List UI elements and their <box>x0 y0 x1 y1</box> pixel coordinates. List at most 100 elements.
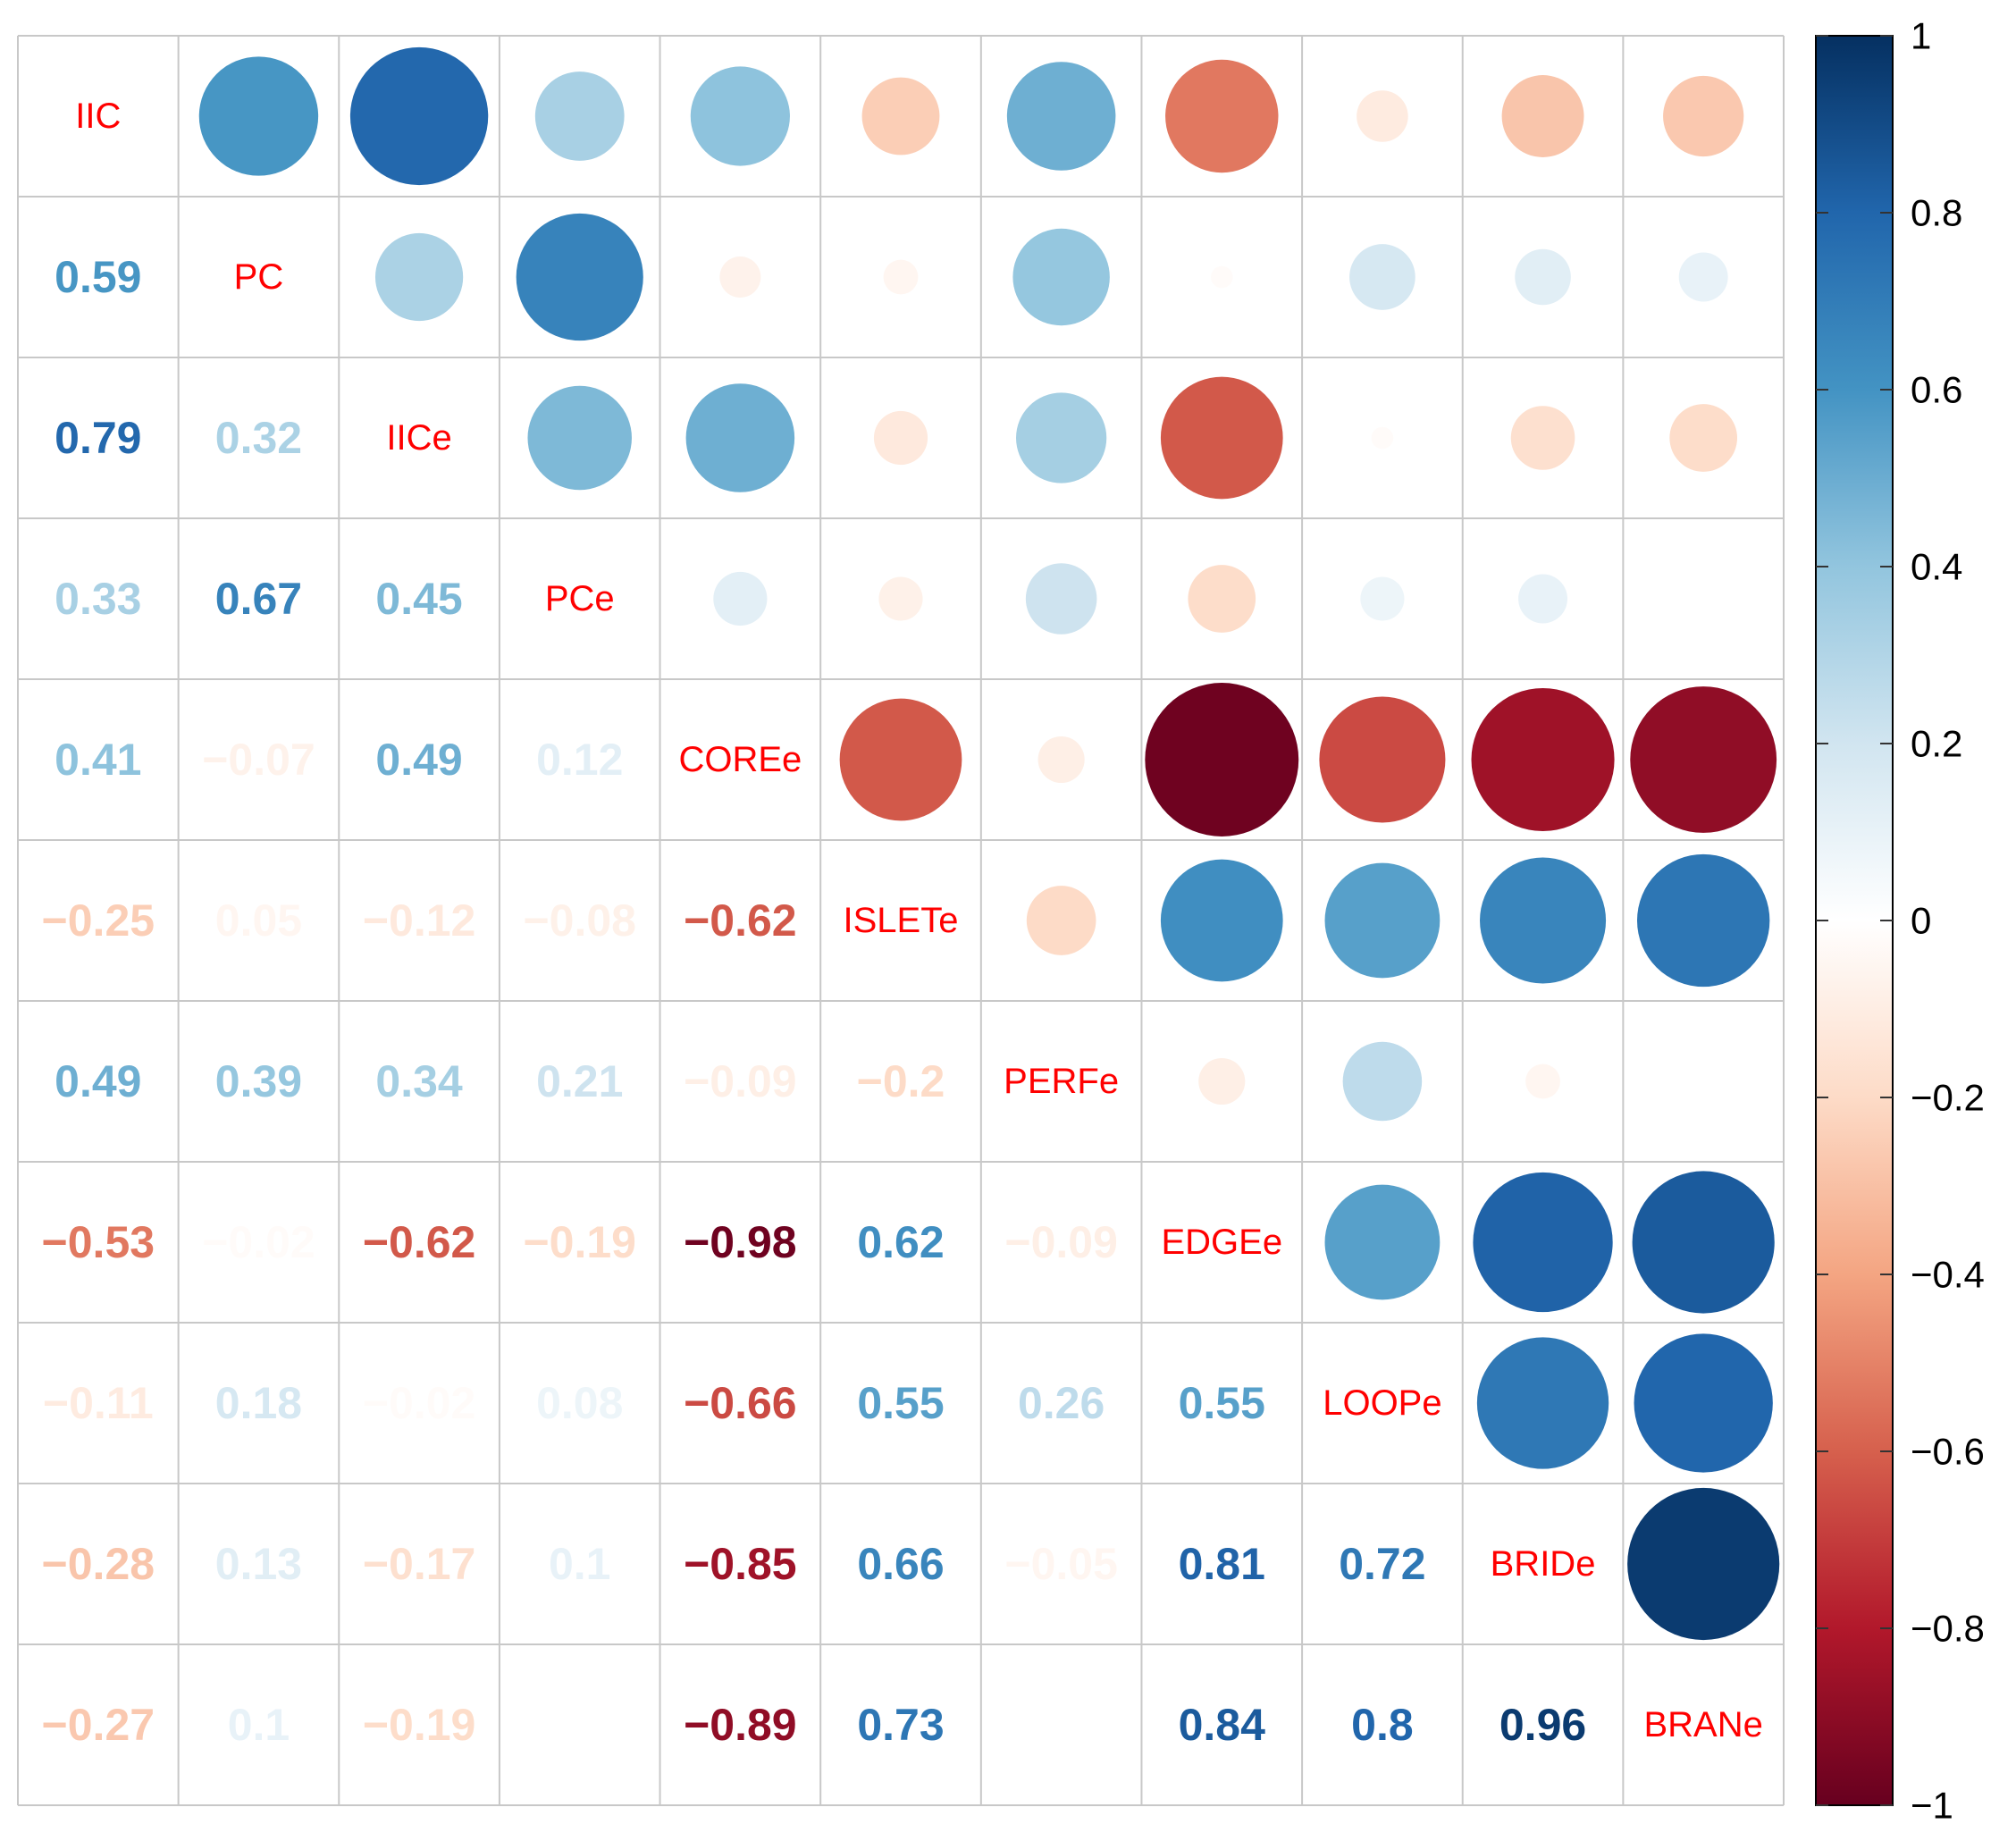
corr-value-loope-pce: 0.08 <box>536 1378 623 1428</box>
corr-value-brane-edgee: 0.84 <box>1179 1700 1266 1750</box>
corr-value-bride-iic: −0.28 <box>42 1539 155 1589</box>
corr-circle-coree-brane <box>1630 686 1777 833</box>
matrix-cells: IIC 0.59 PC 0.79 0.32 IICe 0.33 0.67 0.45 PCe 0.41… <box>42 46 1780 1750</box>
colorbar-tick-label: 0.8 <box>1911 192 1962 234</box>
corr-circle-perfe-edgee <box>1198 1057 1246 1105</box>
variable-label-pce: PCe <box>545 579 615 618</box>
corr-value-edgee-islete: 0.62 <box>857 1217 944 1267</box>
corr-value-loope-pc: 0.18 <box>215 1378 302 1428</box>
corr-value-bride-edgee: 0.81 <box>1179 1539 1265 1589</box>
corr-value-perfe-iice: 0.34 <box>375 1056 463 1106</box>
variable-label-perfe: PERFe <box>1004 1062 1119 1101</box>
corr-value-perfe-pc: 0.39 <box>215 1056 302 1106</box>
corr-value-brane-coree: −0.89 <box>684 1700 797 1750</box>
variable-label-iice: IICe <box>386 418 451 458</box>
corr-circle-coree-loope <box>1319 696 1446 823</box>
corr-value-bride-coree: −0.85 <box>684 1539 797 1589</box>
corr-value-bride-perfe: −0.05 <box>1004 1539 1118 1589</box>
corr-circle-edgee-loope <box>1324 1184 1441 1300</box>
corr-value-coree-pc: −0.07 <box>202 735 315 785</box>
corr-circle-pc-pce <box>516 213 643 341</box>
corr-circle-iice-perfe <box>1016 392 1107 483</box>
corr-value-islete-coree: −0.62 <box>684 895 797 946</box>
corr-value-loope-perfe: 0.26 <box>1018 1378 1105 1428</box>
colorbar-tick-label: −0.4 <box>1911 1254 1985 1296</box>
corr-value-brane-pce: 0 <box>567 1700 592 1750</box>
colorbar-tick-label: −0.6 <box>1911 1431 1985 1473</box>
corr-circle-pc-loope <box>1349 244 1415 310</box>
corr-value-brane-iic: −0.27 <box>42 1700 155 1750</box>
corr-circle-pc-perfe <box>1012 228 1110 326</box>
corr-circle-pce-bride <box>1518 574 1567 624</box>
corr-value-loope-islete: 0.55 <box>857 1378 944 1428</box>
corr-circle-pce-edgee <box>1188 565 1256 633</box>
corr-circle-iic-edgee <box>1165 59 1279 173</box>
corr-value-edgee-coree: −0.98 <box>684 1217 797 1267</box>
variable-label-loope: LOOPe <box>1323 1383 1441 1423</box>
corr-value-loope-edgee: 0.55 <box>1179 1378 1265 1428</box>
corr-value-coree-iice: 0.49 <box>375 735 462 785</box>
corr-circle-pce-perfe <box>1025 563 1097 635</box>
colorbar-tick-label: −0.2 <box>1911 1077 1985 1119</box>
corr-value-edgee-iice: −0.62 <box>363 1217 476 1267</box>
corr-value-coree-pce: 0.12 <box>536 735 623 785</box>
colorbar-tick-label: −1 <box>1911 1785 1953 1827</box>
color-legend: 1 0.8 0.6 0.4 0.2 0 −0.2 −0.4 −0.6 −0.8 −1 <box>1815 15 1985 1827</box>
corr-circle-iic-pce <box>534 71 625 161</box>
corr-value-iice-iic: 0.79 <box>55 413 141 463</box>
corr-circle-coree-edgee <box>1145 683 1299 836</box>
corr-circle-iic-pc <box>198 56 319 176</box>
corr-value-islete-iic: −0.25 <box>42 895 155 946</box>
corr-value-loope-iice: −0.02 <box>363 1378 476 1428</box>
variable-label-bride: BRIDe <box>1491 1544 1596 1584</box>
corr-value-brane-perfe: 0 <box>1049 1700 1074 1750</box>
corr-circle-loope-bride <box>1476 1337 1609 1469</box>
variable-label-coree: COREe <box>678 740 802 779</box>
corr-value-perfe-pce: 0.21 <box>536 1056 623 1106</box>
corr-circle-pce-loope <box>1360 576 1405 621</box>
corr-value-pce-pc: 0.67 <box>215 574 302 624</box>
corr-circle-edgee-brane <box>1632 1171 1775 1314</box>
colorbar <box>1815 35 1894 1806</box>
corr-value-edgee-pce: −0.19 <box>523 1217 636 1267</box>
variable-label-islete: ISLETe <box>844 901 959 940</box>
corr-value-bride-pce: 0.1 <box>549 1539 611 1589</box>
corr-circle-iic-perfe <box>1006 62 1116 171</box>
variable-label-pc: PC <box>234 257 284 297</box>
corr-circle-iice-pce <box>527 385 632 491</box>
corr-circle-loope-brane <box>1634 1333 1773 1473</box>
corr-value-brane-pc: 0.1 <box>228 1700 290 1750</box>
colorbar-tick-label: −0.8 <box>1911 1608 1985 1650</box>
corr-circle-iic-bride <box>1501 75 1584 157</box>
corr-circle-pce-islete <box>878 576 923 621</box>
colorbar-tick-label: 0 <box>1911 900 1931 942</box>
corr-value-brane-islete: 0.73 <box>857 1700 944 1750</box>
corr-circle-iice-islete <box>873 410 928 466</box>
corr-value-perfe-coree: −0.09 <box>684 1056 797 1106</box>
corr-circle-coree-bride <box>1471 687 1615 832</box>
variable-label-iic: IIC <box>75 97 121 136</box>
corr-circle-islete-perfe <box>1026 886 1096 955</box>
corr-value-islete-pce: −0.08 <box>523 895 636 946</box>
corr-value-perfe-iic: 0.49 <box>55 1056 141 1106</box>
matrix-grid <box>17 35 1785 1806</box>
corr-circle-islete-brane <box>1637 853 1770 988</box>
corr-circle-islete-edgee <box>1160 859 1283 982</box>
corr-value-perfe-islete: −0.2 <box>857 1056 945 1106</box>
corr-circle-pc-edgee <box>1210 265 1233 289</box>
corr-value-coree-iic: 0.41 <box>55 735 141 785</box>
corr-circle-pc-brane <box>1678 252 1728 302</box>
corr-value-edgee-pc: −0.02 <box>202 1217 315 1267</box>
corr-value-iice-pc: 0.32 <box>215 413 302 463</box>
corr-circle-iice-brane <box>1669 404 1738 472</box>
corr-value-brane-bride: 0.96 <box>1499 1700 1586 1750</box>
corr-circle-iic-coree <box>690 66 790 166</box>
variable-label-brane: BRANe <box>1643 1705 1762 1744</box>
corr-circle-islete-bride <box>1480 857 1607 984</box>
corr-value-islete-iice: −0.12 <box>363 895 476 946</box>
corr-value-edgee-perfe: −0.09 <box>1004 1217 1118 1267</box>
corr-circle-iic-iice <box>349 46 489 186</box>
corr-circle-bride-brane <box>1627 1487 1780 1641</box>
corr-circle-pc-coree <box>719 256 761 298</box>
corr-circle-iic-loope <box>1357 90 1408 142</box>
